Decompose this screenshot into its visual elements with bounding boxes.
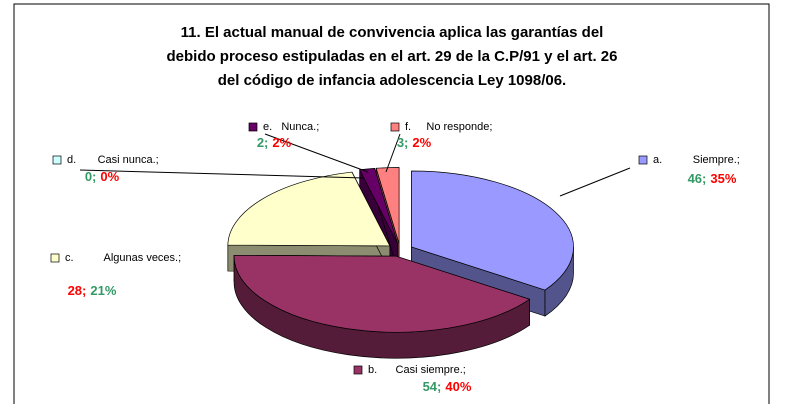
value-label: 3; 2% <box>397 135 432 150</box>
leader-line <box>264 133 369 173</box>
chart-title: del código de infancia adolescencia Ley … <box>218 72 566 89</box>
slice <box>359 168 398 244</box>
percent-label: 35% <box>710 171 736 186</box>
percent-label: 2% <box>412 135 431 150</box>
legend-key <box>52 155 62 165</box>
value-label: 46; 35% <box>688 171 737 186</box>
percent-label: 0% <box>100 169 119 184</box>
chart-title: debido proceso estipuladas en el art. 29… <box>166 48 617 65</box>
count-label: 54; <box>423 379 442 394</box>
count-label: 46; <box>688 171 707 186</box>
slice <box>227 171 391 247</box>
chart-title: 11. El actual manual de convivencia apli… <box>181 24 604 41</box>
category-label: b. Casi siempre.; <box>368 364 466 376</box>
category-label: a. Siempre.; <box>653 154 740 166</box>
category-label: e. Nunca.; <box>263 121 319 133</box>
legend-key <box>390 122 400 132</box>
percent-label: 40% <box>445 379 471 394</box>
legend-key <box>638 155 648 165</box>
category-label: d. Casi nunca.; <box>67 154 159 166</box>
count-label: 0; <box>85 169 97 184</box>
leader-line <box>385 133 401 173</box>
value-label: 0; 0% <box>85 169 120 184</box>
value-label: 2; 2% <box>257 135 292 150</box>
count-label: 2; <box>257 135 269 150</box>
leader-line <box>79 169 365 179</box>
slice <box>411 170 574 291</box>
legend-key <box>50 253 60 263</box>
category-label: f. No responde; <box>405 121 492 133</box>
count-label: 3; <box>397 135 409 150</box>
slice <box>233 254 531 333</box>
count-label: 28; <box>68 283 87 298</box>
value-label: 28; 21% <box>68 283 117 298</box>
legend-key <box>248 122 258 132</box>
percent-label: 21% <box>90 283 116 298</box>
legend-key <box>353 365 363 375</box>
percent-label: 2% <box>272 135 291 150</box>
category-label: c. Algunas veces.; <box>65 252 181 264</box>
value-label: 54; 40% <box>423 379 472 394</box>
leader-line <box>559 167 631 197</box>
